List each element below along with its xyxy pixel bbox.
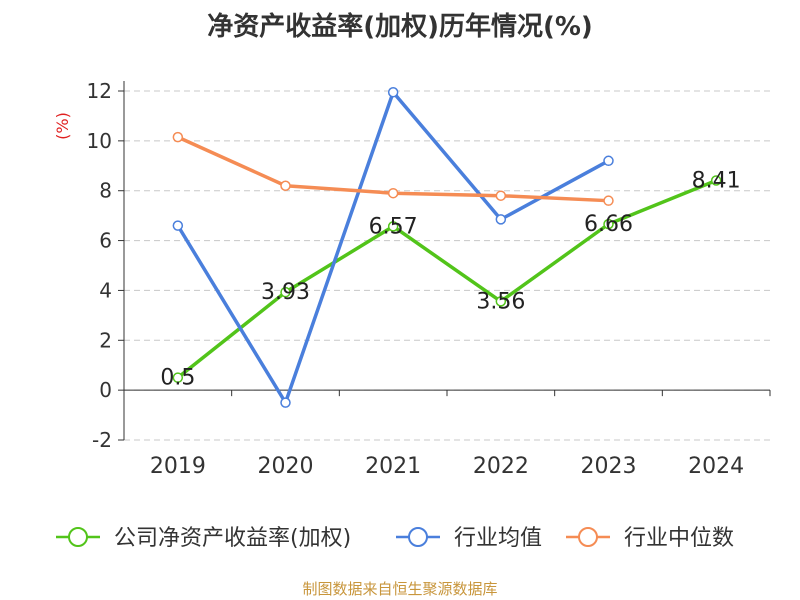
series-line [176, 90, 610, 405]
x-tick-label: 2020 [258, 454, 314, 479]
x-tick-label: 2023 [581, 454, 637, 479]
x-tick-label: 2021 [365, 454, 421, 479]
legend-label: 行业中位数 [624, 526, 734, 551]
data-point [495, 190, 507, 201]
data-point [280, 397, 291, 408]
y-tick-label: 10 [87, 129, 112, 153]
x-tick-label: 2024 [688, 454, 744, 479]
x-tick-label: 2019 [150, 454, 206, 479]
legend-label: 公司净资产收益率(加权) [114, 526, 351, 551]
y-tick-label: 2 [99, 328, 112, 352]
y-tick-label: -2 [92, 428, 112, 452]
data-point [172, 131, 184, 143]
data-point [172, 220, 184, 231]
data-label: 0.5 [160, 366, 195, 391]
data-label: 6.57 [369, 214, 418, 239]
y-tick-label: 0 [99, 378, 112, 402]
legend-marker [68, 527, 88, 547]
data-point [603, 155, 614, 167]
y-tick-label: 12 [87, 79, 112, 103]
data-point [603, 218, 614, 230]
data-label: 8.41 [692, 168, 741, 193]
data-point [172, 372, 184, 383]
data-source-footer: 制图数据来自恒生聚源数据库 [302, 580, 498, 598]
legend-marker [408, 527, 428, 547]
data-point [387, 187, 399, 199]
data-point [710, 175, 722, 186]
data-point [495, 296, 507, 307]
data-point [280, 286, 291, 298]
legend-marker [578, 527, 598, 547]
series-line [176, 178, 717, 380]
y-tick-label: 6 [99, 229, 112, 253]
y-tick-label: 8 [99, 179, 112, 203]
chart-title: 净资产收益率(加权)历年情况(%) [207, 12, 593, 42]
data-point [603, 195, 614, 206]
data-point [495, 214, 507, 225]
data-point [387, 86, 399, 98]
y-axis-label: (%) [53, 112, 72, 140]
data-label: 3.93 [261, 280, 310, 305]
x-tick-label: 2022 [473, 454, 529, 479]
data-label: 6.66 [584, 212, 633, 237]
data-label: 3.56 [476, 289, 525, 314]
legend-label: 行业均值 [454, 526, 542, 551]
data-point [280, 180, 291, 191]
y-tick-label: 4 [99, 278, 112, 302]
data-point [387, 221, 399, 232]
